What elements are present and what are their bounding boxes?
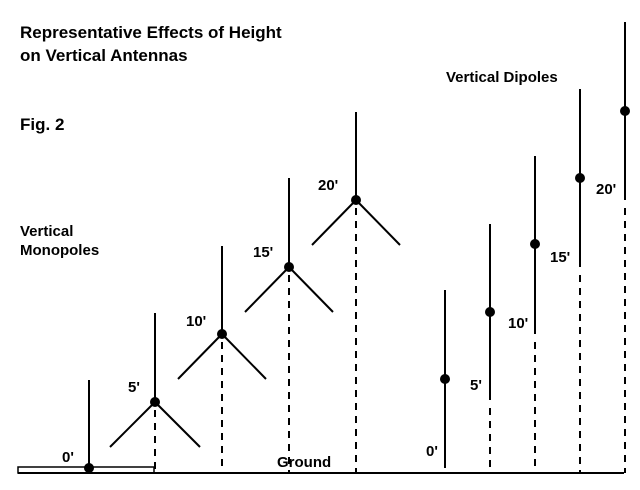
title-line-1: Representative Effects of Height	[20, 23, 282, 42]
monopole-20ft: 20'	[311, 112, 401, 473]
height-label: 10'	[186, 313, 206, 330]
height-label: 15'	[253, 244, 273, 261]
monopole-radial-right	[355, 199, 401, 246]
monopole-0ft: 0'	[62, 380, 94, 473]
monopole-radial-left	[244, 266, 290, 313]
dipoles-label: Vertical Dipoles	[446, 69, 558, 86]
monopole-radial-right	[154, 401, 201, 448]
height-label: 20'	[318, 177, 338, 194]
monopoles-label-line-1: Vertical	[20, 223, 73, 240]
height-label: 10'	[508, 315, 528, 332]
figure-label: Fig. 2	[20, 115, 64, 134]
monopole-radial-right	[221, 333, 267, 380]
feedpoint-dot	[575, 173, 585, 183]
monopole-radial-left	[177, 333, 223, 380]
height-label: 0'	[62, 449, 74, 466]
feedpoint-dot	[150, 397, 160, 407]
monopole-radial-right	[288, 266, 334, 313]
monopole-radial-left	[109, 401, 156, 448]
title-line-2: on Vertical Antennas	[20, 46, 188, 65]
dipole-0ft: 0'	[426, 290, 450, 468]
feedpoint-dot	[84, 463, 94, 473]
feedpoint-dot	[620, 106, 630, 116]
height-label: 20'	[596, 181, 616, 198]
monopole-radial-left	[311, 199, 357, 246]
monopole-15ft: 15'	[244, 178, 334, 473]
feedpoint-dot	[284, 262, 294, 272]
monopole-10ft: 10'	[177, 246, 267, 473]
dipole-20ft: 20'	[596, 22, 630, 473]
dipole-15ft: 15'	[550, 89, 585, 473]
feedpoint-dot	[351, 195, 361, 205]
height-label: 5'	[470, 377, 482, 394]
ground-label: Ground	[277, 454, 331, 471]
feedpoint-dot	[485, 307, 495, 317]
monopoles-label-line-2: Monopoles	[20, 242, 99, 259]
height-label: 15'	[550, 249, 570, 266]
dipole-10ft: 10'	[508, 156, 540, 473]
feedpoint-dot	[440, 374, 450, 384]
feedpoint-dot	[530, 239, 540, 249]
monopole-5ft: 5'	[109, 313, 201, 473]
feedpoint-dot	[217, 329, 227, 339]
height-label: 0'	[426, 443, 438, 460]
dipole-5ft: 5'	[470, 224, 495, 473]
height-label: 5'	[128, 379, 140, 396]
